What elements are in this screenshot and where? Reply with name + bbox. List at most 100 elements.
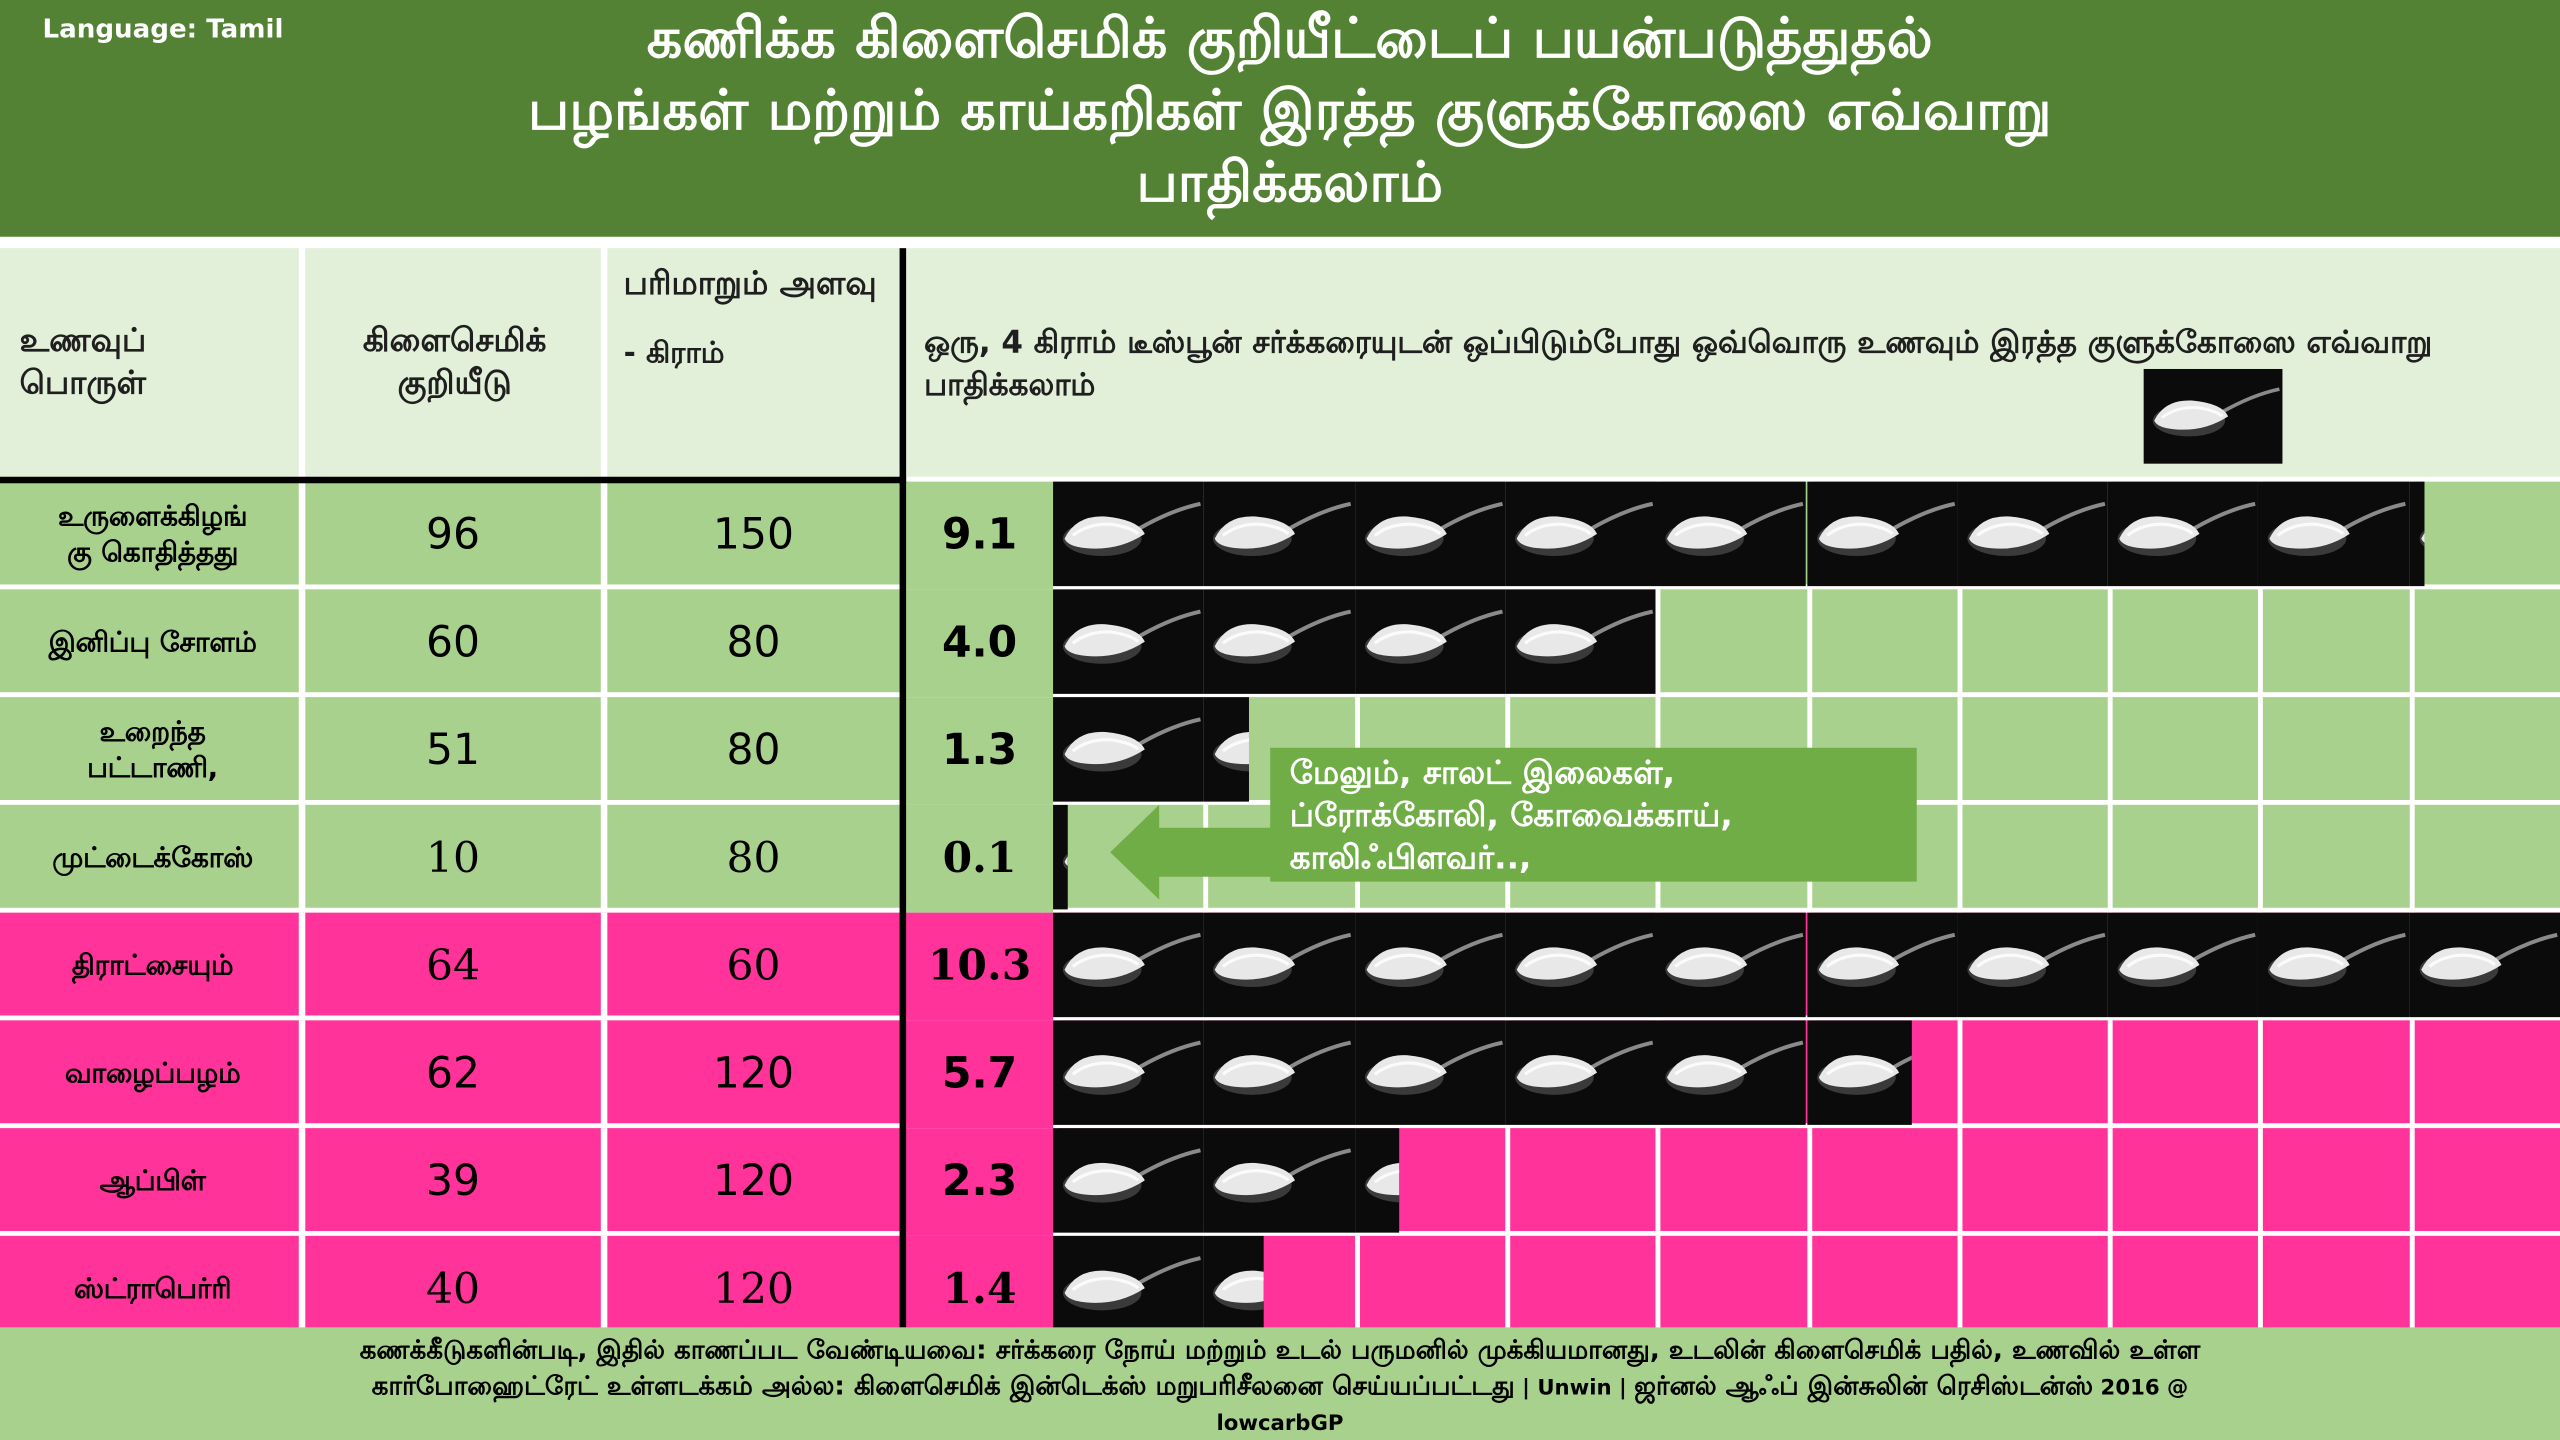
- title-line-2: பழங்கள் மற்றும் காய்கறிகள் இரத்த குளுக்க…: [528, 78, 2052, 144]
- sugar-teaspoon-icon: [2107, 481, 2259, 587]
- food-name-line: கு கொதித்தது: [67, 537, 239, 570]
- header-underline: [0, 476, 907, 484]
- cell-divider: [298, 697, 306, 805]
- teaspoon-value: 2.3: [941, 1157, 1018, 1207]
- row-divider: [0, 1231, 907, 1236]
- food-name-line: ஆப்பிள்: [99, 1165, 206, 1199]
- column-divider: [298, 248, 306, 477]
- sugar-teaspoon-icon: [1806, 481, 1958, 587]
- serving-value: 80: [726, 618, 781, 668]
- row-divider: [0, 1123, 907, 1129]
- row-divider: [0, 799, 907, 805]
- sugar-teaspoon-icon: [1957, 481, 2108, 587]
- grid-line: [1053, 584, 2560, 590]
- serving-value: 150: [712, 511, 794, 560]
- grid-line: [1053, 907, 2560, 913]
- grid-line: [1957, 1020, 1963, 1129]
- sugar-teaspoon-icon: [2258, 481, 2410, 587]
- serving-value: 120: [712, 1265, 794, 1315]
- callout-line: ப்ரோக்கோலி, கோவைக்காய்,: [1289, 795, 1733, 835]
- grid-line: [1957, 589, 1963, 698]
- gi-value: 96: [426, 511, 481, 560]
- teaspoon-value: 9.1: [941, 511, 1018, 560]
- cell-divider: [600, 697, 608, 805]
- cell-divider: [298, 1128, 306, 1236]
- grid-line: [2409, 589, 2415, 698]
- language-label: Language: Tamil: [42, 13, 284, 45]
- sugar-teaspoon-icon: [1053, 589, 1204, 694]
- grid-line: [2258, 589, 2264, 698]
- grid-line: [1957, 804, 1963, 913]
- gi-value: 60: [426, 618, 481, 668]
- grid-line: [2107, 589, 2113, 698]
- sugar-teaspoon-icon: [2107, 912, 2259, 1018]
- column-divider: [600, 248, 608, 477]
- grid-line: [2107, 1235, 2113, 1344]
- cell-divider: [600, 912, 608, 1021]
- row-divider: [0, 1015, 907, 1021]
- serving-value: 60: [726, 942, 781, 992]
- grid-line: [2107, 1020, 2113, 1129]
- sugar-teaspoon-icon: [1505, 912, 1656, 1018]
- grid-line: [2258, 1020, 2264, 1129]
- grid-line: [1053, 1123, 2560, 1129]
- sugar-teaspoon-icon: [1203, 589, 1355, 694]
- gi-value: 39: [426, 1157, 481, 1207]
- gi-value: 40: [426, 1265, 481, 1315]
- gi-value: 62: [426, 1049, 481, 1099]
- title-line-3: பாதிக்கலாம்: [1136, 150, 1444, 216]
- food-name: திராட்சையும்: [10, 913, 296, 1021]
- sugar-teaspoon-icon: [1203, 1235, 1265, 1341]
- title-banner: [0, 0, 2560, 237]
- column-header-gi: கிளைசெமிக் குறியீடு: [362, 319, 547, 402]
- sugar-teaspoon-icon: [1203, 1020, 1355, 1125]
- grid-line: [2409, 697, 2415, 805]
- teaspoon-value: 0.1: [942, 834, 1017, 884]
- grid-line: [1806, 1128, 1812, 1236]
- sugar-teaspoon-icon: [1655, 481, 1807, 587]
- sugar-teaspoon-icon: [1354, 1020, 1506, 1125]
- grid-line: [2107, 697, 2113, 805]
- left-arrow-icon: [1110, 804, 1274, 900]
- column-header-food: உணவுப் பொருள்: [19, 319, 147, 402]
- teaspoon-value: 1.4: [942, 1265, 1017, 1315]
- sugar-teaspoon-icon: [1203, 697, 1249, 802]
- teaspoon-value: 10.3: [927, 942, 1032, 992]
- food-name-line: திராட்சையும்: [71, 950, 234, 983]
- grid-line: [2409, 1128, 2415, 1236]
- sugar-teaspoon-icon: [1655, 1020, 1807, 1125]
- sugar-teaspoon-icon: [1505, 589, 1656, 694]
- footer-line-1: கணக்கீடுகளின்படி, இதில் காணப்பட வேண்டியவ…: [359, 1333, 2201, 1365]
- food-name: வாழைப்பழம்: [10, 1020, 296, 1128]
- food-name: ஆப்பிள்: [10, 1128, 296, 1236]
- callout-line: மேலும், சாலட் இலைகள்,: [1289, 752, 1676, 792]
- sugar-teaspoon-icon: [1053, 1128, 1204, 1233]
- grid-line: [2258, 697, 2264, 805]
- teaspoon-value: 1.3: [941, 726, 1018, 776]
- sugar-teaspoon-icon: [1505, 481, 1656, 587]
- gi-value: 51: [426, 726, 481, 776]
- sugar-teaspoon-icon: [1354, 912, 1506, 1018]
- sugar-teaspoon-icon: [1806, 1020, 1913, 1125]
- food-name: உறைந்த பட்டாணி,: [10, 697, 296, 805]
- food-name-line: உறைந்த: [99, 716, 206, 750]
- callout-box: [1270, 747, 1917, 882]
- serving-value: 120: [712, 1049, 794, 1099]
- title-line-1: கணிக்க கிளைசெமிக் குறியீட்டைப் பயன்படுத்…: [646, 6, 1933, 72]
- sugar-teaspoon-icon: [2143, 368, 2283, 464]
- grid-line: [1806, 1235, 1812, 1344]
- sugar-teaspoon-icon: [1053, 1235, 1204, 1341]
- cell-divider: [298, 1020, 306, 1129]
- cell-divider: [600, 1128, 608, 1236]
- cell-divider: [600, 1235, 608, 1344]
- grid-line: [1806, 589, 1812, 698]
- sugar-teaspoon-icon: [1053, 912, 1204, 1018]
- footer-journal: ஜர்னல் ஆஃப் இன்சுலின் ரெசிஸ்டன்ஸ்: [1634, 1369, 2094, 1401]
- grid-line: [1655, 589, 1661, 698]
- food-name: உருளைக்கிழங் கு கொதித்தது: [10, 482, 296, 590]
- sugar-teaspoon-icon: [1053, 697, 1204, 802]
- serving-value: 120: [712, 1157, 794, 1207]
- row-divider: [0, 907, 907, 913]
- sugar-teaspoon-icon: [1354, 1128, 1400, 1233]
